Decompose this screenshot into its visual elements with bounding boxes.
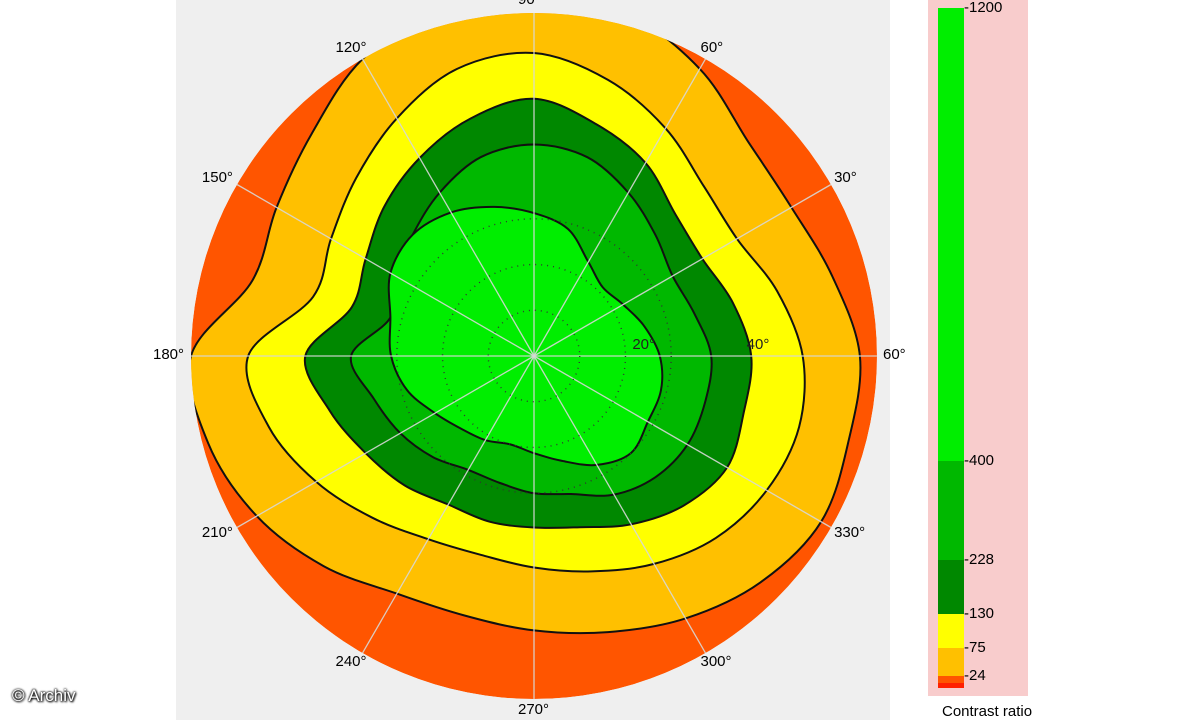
radial-line-300: [533, 355, 707, 654]
legend-tick-24: -24: [964, 667, 986, 684]
radial-line-330: [533, 355, 832, 529]
legend-tick-130: -130: [964, 605, 995, 622]
contour-fills: [191, 13, 877, 699]
angle-label-210: 210°: [201, 523, 233, 541]
legend-tick-400: -400: [964, 452, 995, 469]
radial-line-150: [236, 183, 535, 357]
angle-label-240: 240°: [335, 653, 367, 671]
legend-band-min: [938, 683, 964, 688]
angle-label-90: 90°: [518, 0, 541, 8]
angle-label-300: 300°: [700, 653, 732, 671]
grid-ring-8: [487, 309, 581, 403]
legend-band-75: [938, 614, 964, 648]
legend-title: Contrast ratio: [942, 703, 1033, 720]
legend-band-130: [938, 560, 964, 614]
legend-band-24: [938, 648, 964, 676]
radial-line-210: [236, 355, 535, 529]
angle-label-60: 60°: [700, 38, 724, 56]
radial-line-240: [361, 355, 535, 654]
copyright-text: © Archiv: [12, 686, 76, 705]
polar-grid: [191, 13, 877, 699]
legend-tick-228: -228: [964, 551, 995, 568]
grid-ring-16: [441, 263, 627, 449]
angle-label-0: 60°: [883, 346, 906, 363]
grid-ring-24: [396, 218, 672, 494]
polar-contour-plot: [191, 13, 877, 699]
angle-label-30: 30°: [834, 168, 857, 186]
angle-label-150: 150°: [201, 168, 233, 186]
legend-tick-75: -75: [964, 639, 986, 656]
angle-label-120: 120°: [335, 38, 367, 56]
radial-line-30: [533, 183, 832, 357]
angle-label-180: 180°: [153, 346, 185, 363]
legend-band-400: [938, 8, 964, 461]
color-legend: [938, 8, 964, 688]
radial-line-60: [533, 58, 707, 357]
legend-band-228: [938, 461, 964, 560]
radial-line-120: [361, 58, 535, 357]
radial-label-40: 40°: [746, 336, 770, 353]
angle-label-270: 270°: [518, 701, 550, 718]
legend-tick-1200: -1200: [964, 0, 1003, 16]
angle-label-330: 330°: [834, 523, 866, 541]
radial-label-20: 20°: [632, 336, 656, 353]
